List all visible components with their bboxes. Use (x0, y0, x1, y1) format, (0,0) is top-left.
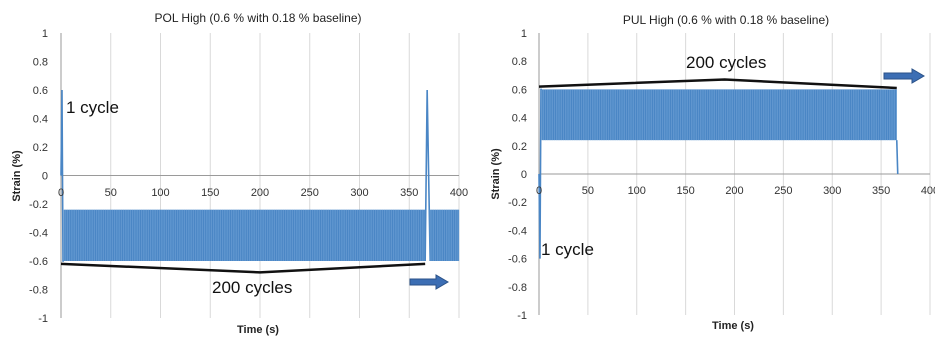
y-tick-label: -0.4 (508, 225, 527, 237)
x-tick-label: 400 (450, 187, 468, 199)
annotation-label: 200 cycles (212, 278, 292, 297)
x-tick-label: 300 (823, 185, 841, 197)
y-tick-label: 0.2 (33, 142, 48, 154)
chart-title: PUL High (0.6 % with 0.18 % baseline) (623, 13, 829, 27)
y-tick-label: -0.6 (508, 254, 527, 266)
x-tick-label: 150 (201, 187, 219, 199)
y-tick-label: 0 (521, 169, 527, 181)
x-tick-label: 100 (151, 187, 169, 199)
y-tick-label: 0 (42, 171, 48, 183)
series-spike (424, 89, 431, 262)
y-tick-label: -0.8 (508, 282, 527, 294)
y-tick-label: -1 (38, 313, 48, 325)
series-band (541, 89, 897, 141)
x-tick-label: 200 (251, 187, 269, 199)
arrow-icon (409, 274, 449, 290)
series-cycles (429, 209, 460, 261)
chart-1: 1 0.8 0.6 0.4 0.2 0 -0.2 -0.4 -0.6 -0.8 -1 0 50 100 15… (490, 13, 935, 332)
y-tick-label: 0.6 (512, 84, 527, 96)
annotation-label: 1 cycle (66, 98, 119, 117)
x-tick-label: 50 (582, 185, 594, 197)
x-tick-label: 250 (301, 187, 319, 199)
series-band (63, 209, 426, 261)
y-tick-label: -0.4 (29, 228, 48, 240)
x-tick-label: 0 (536, 185, 542, 197)
y-tick-label: 0.8 (33, 57, 48, 69)
series-spike (895, 140, 899, 175)
y-tick-label: 1 (42, 28, 48, 40)
x-tick-label: 300 (350, 187, 368, 199)
x-tick-label: 350 (872, 185, 890, 197)
cycles-envelope (538, 78, 897, 90)
y-tick-label: -0.8 (29, 285, 48, 297)
x-tick-label: 400 (921, 185, 935, 197)
chart-title: POL High (0.6 % with 0.18 % baseline) (155, 11, 362, 25)
y-tick-label: 0.6 (33, 85, 48, 97)
x-tick-label: 50 (105, 187, 117, 199)
y-tick-label: -0.2 (29, 199, 48, 211)
y-tick-label: -0.6 (29, 256, 48, 268)
x-tick-label: 350 (400, 187, 418, 199)
y-tick-label: 0.4 (512, 113, 527, 125)
y-tick-label: 0.2 (512, 141, 527, 153)
x-axis-label: Time (s) (712, 320, 754, 332)
y-tick-label: -0.2 (508, 197, 527, 209)
cycles-envelope (60, 262, 426, 274)
x-tick-label: 0 (58, 187, 64, 199)
series-cycles (541, 89, 897, 141)
y-axis-label: Strain (%) (11, 150, 23, 202)
x-axis-label: Time (s) (237, 324, 279, 336)
chart-0: 1 0.8 0.6 0.4 0.2 0 -0.2 -0.4 -0.6 -0.8 -1 0 50 100 15… (11, 11, 468, 336)
annotation-label: 1 cycle (541, 240, 594, 259)
series-cycles (63, 209, 425, 261)
y-tick-label: 1 (521, 28, 527, 40)
series-spike (60, 89, 64, 262)
y-tick-label: -1 (517, 310, 527, 322)
x-tick-label: 250 (774, 185, 792, 197)
series-spike (538, 88, 542, 259)
x-tick-label: 200 (725, 185, 743, 197)
y-axis-label: Strain (%) (490, 148, 502, 200)
x-tick-label: 150 (676, 185, 694, 197)
y-tick-label: 0.8 (512, 56, 527, 68)
arrow-icon (883, 68, 925, 84)
annotation-label: 200 cycles (686, 53, 766, 72)
y-tick-label: 0.4 (33, 114, 48, 126)
x-tick-label: 100 (628, 185, 646, 197)
